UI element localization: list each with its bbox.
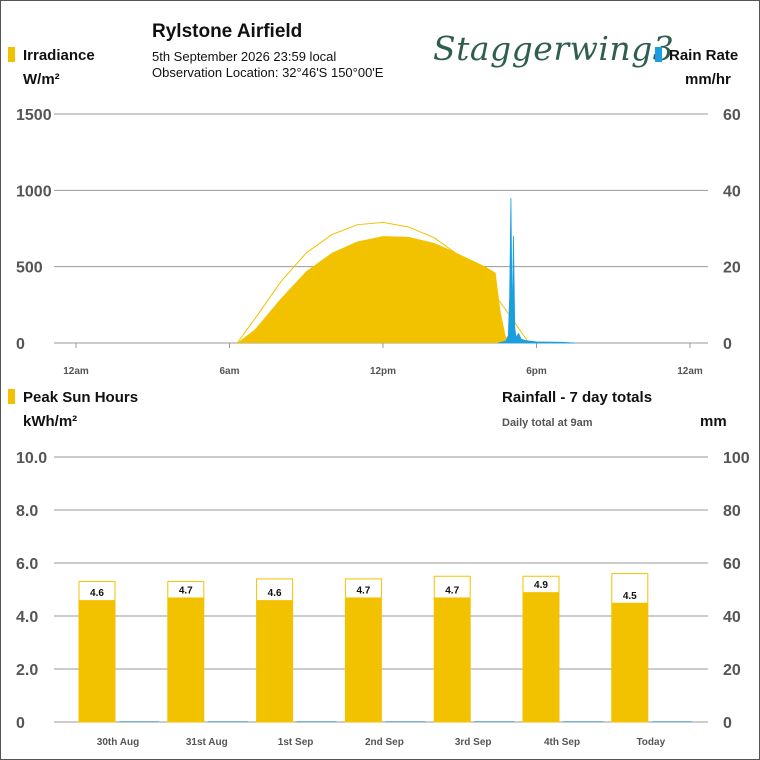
bar-value-label: 4.9 [534, 580, 548, 591]
bar-value-label: 4.7 [179, 585, 193, 596]
x-category-label: Today [636, 737, 665, 748]
sun-hours-unit: kWh/m² [23, 413, 78, 430]
sun-hours-bar [79, 600, 115, 722]
rainfall-bar [207, 721, 248, 722]
y-tick-label: 2.0 [16, 662, 38, 679]
sun-hours-bar [523, 592, 559, 722]
y2-tick-label: 100 [723, 450, 750, 467]
y-tick-label: 10.0 [16, 450, 47, 467]
y2-tick-label: 80 [723, 503, 741, 520]
sun-hours-bar [167, 597, 204, 722]
observation-location: Observation Location: 32°46'S 150°00'E [152, 65, 384, 80]
rain-rate-legend-swatch [655, 47, 662, 62]
y-tick-label: 500 [16, 260, 43, 277]
rainfall-note: Daily total at 9am [502, 417, 593, 429]
bar-value-label: 4.7 [445, 585, 459, 596]
report-datetime: 5th September 2026 23:59 local [152, 49, 337, 64]
sun-hours-bar [256, 600, 293, 722]
x-category-label: 1st Sep [278, 737, 314, 748]
x-category-label: 2nd Sep [365, 737, 404, 748]
y2-tick-label: 20 [723, 662, 741, 679]
irradiance-area [237, 236, 511, 343]
x-tick-label: 6pm [526, 366, 547, 377]
y-tick-label: 4.0 [16, 609, 38, 626]
irradiance-legend-swatch [8, 47, 15, 62]
rainfall-unit: mm [700, 413, 727, 430]
bar-value-label: 4.5 [623, 591, 637, 602]
sun-hours-bar [434, 597, 471, 722]
sun-hours-title: Peak Sun Hours [23, 389, 139, 406]
rain-rate-unit: mm/hr [685, 71, 731, 88]
x-category-label: 3rd Sep [455, 737, 492, 748]
y2-tick-label: 60 [723, 556, 741, 573]
y-tick-label: 1000 [16, 183, 52, 200]
y-tick-label: 8.0 [16, 503, 38, 520]
rainfall-bar [296, 721, 337, 722]
bar-value-label: 4.6 [268, 588, 282, 599]
rainfall-bar [563, 721, 603, 722]
rainfall-title: Rainfall - 7 day totals [502, 389, 653, 406]
x-category-label: 4th Sep [544, 737, 580, 748]
x-tick-label: 12am [677, 366, 703, 377]
rainfall-bar [385, 721, 426, 722]
x-category-label: 30th Aug [97, 737, 139, 748]
rain-rate-title: Rain Rate [669, 47, 739, 64]
sun-hours-bar [345, 597, 382, 722]
clear-sky-line [236, 221, 530, 344]
irradiance-title: Irradiance [23, 47, 95, 64]
x-tick-label: 12pm [370, 366, 396, 377]
bar-value-label: 4.6 [90, 588, 104, 599]
y-tick-label: 1500 [16, 107, 52, 124]
x-category-label: 31st Aug [186, 737, 228, 748]
y-tick-label: 0 [16, 715, 25, 732]
rainfall-bar [474, 721, 515, 722]
y2-tick-label: 0 [723, 336, 732, 353]
y2-tick-label: 40 [723, 183, 741, 200]
station-name: Rylstone Airfield [152, 21, 303, 42]
y2-tick-label: 20 [723, 260, 741, 277]
sun-hours-bar [611, 602, 648, 722]
y2-tick-label: 0 [723, 715, 732, 732]
x-tick-label: 6am [219, 366, 239, 377]
sun-hours-legend-swatch [8, 389, 15, 404]
irradiance-unit: W/m² [23, 71, 60, 88]
y-tick-label: 0 [16, 336, 25, 353]
rainfall-bar [119, 721, 159, 722]
brand-logo: Staggerwing3 [433, 29, 675, 68]
bar-value-label: 4.7 [356, 585, 370, 596]
y2-tick-label: 60 [723, 107, 741, 124]
rainfall-bar [651, 721, 692, 722]
x-tick-label: 12am [63, 366, 89, 377]
irradiance-chart: 0 500 1000 1500 0 20 40 60 12am 6am 12pm 6pm 12am [16, 107, 741, 377]
y2-tick-label: 40 [723, 609, 741, 626]
y-tick-label: 6.0 [16, 556, 38, 573]
rain-rate-area [498, 197, 575, 344]
